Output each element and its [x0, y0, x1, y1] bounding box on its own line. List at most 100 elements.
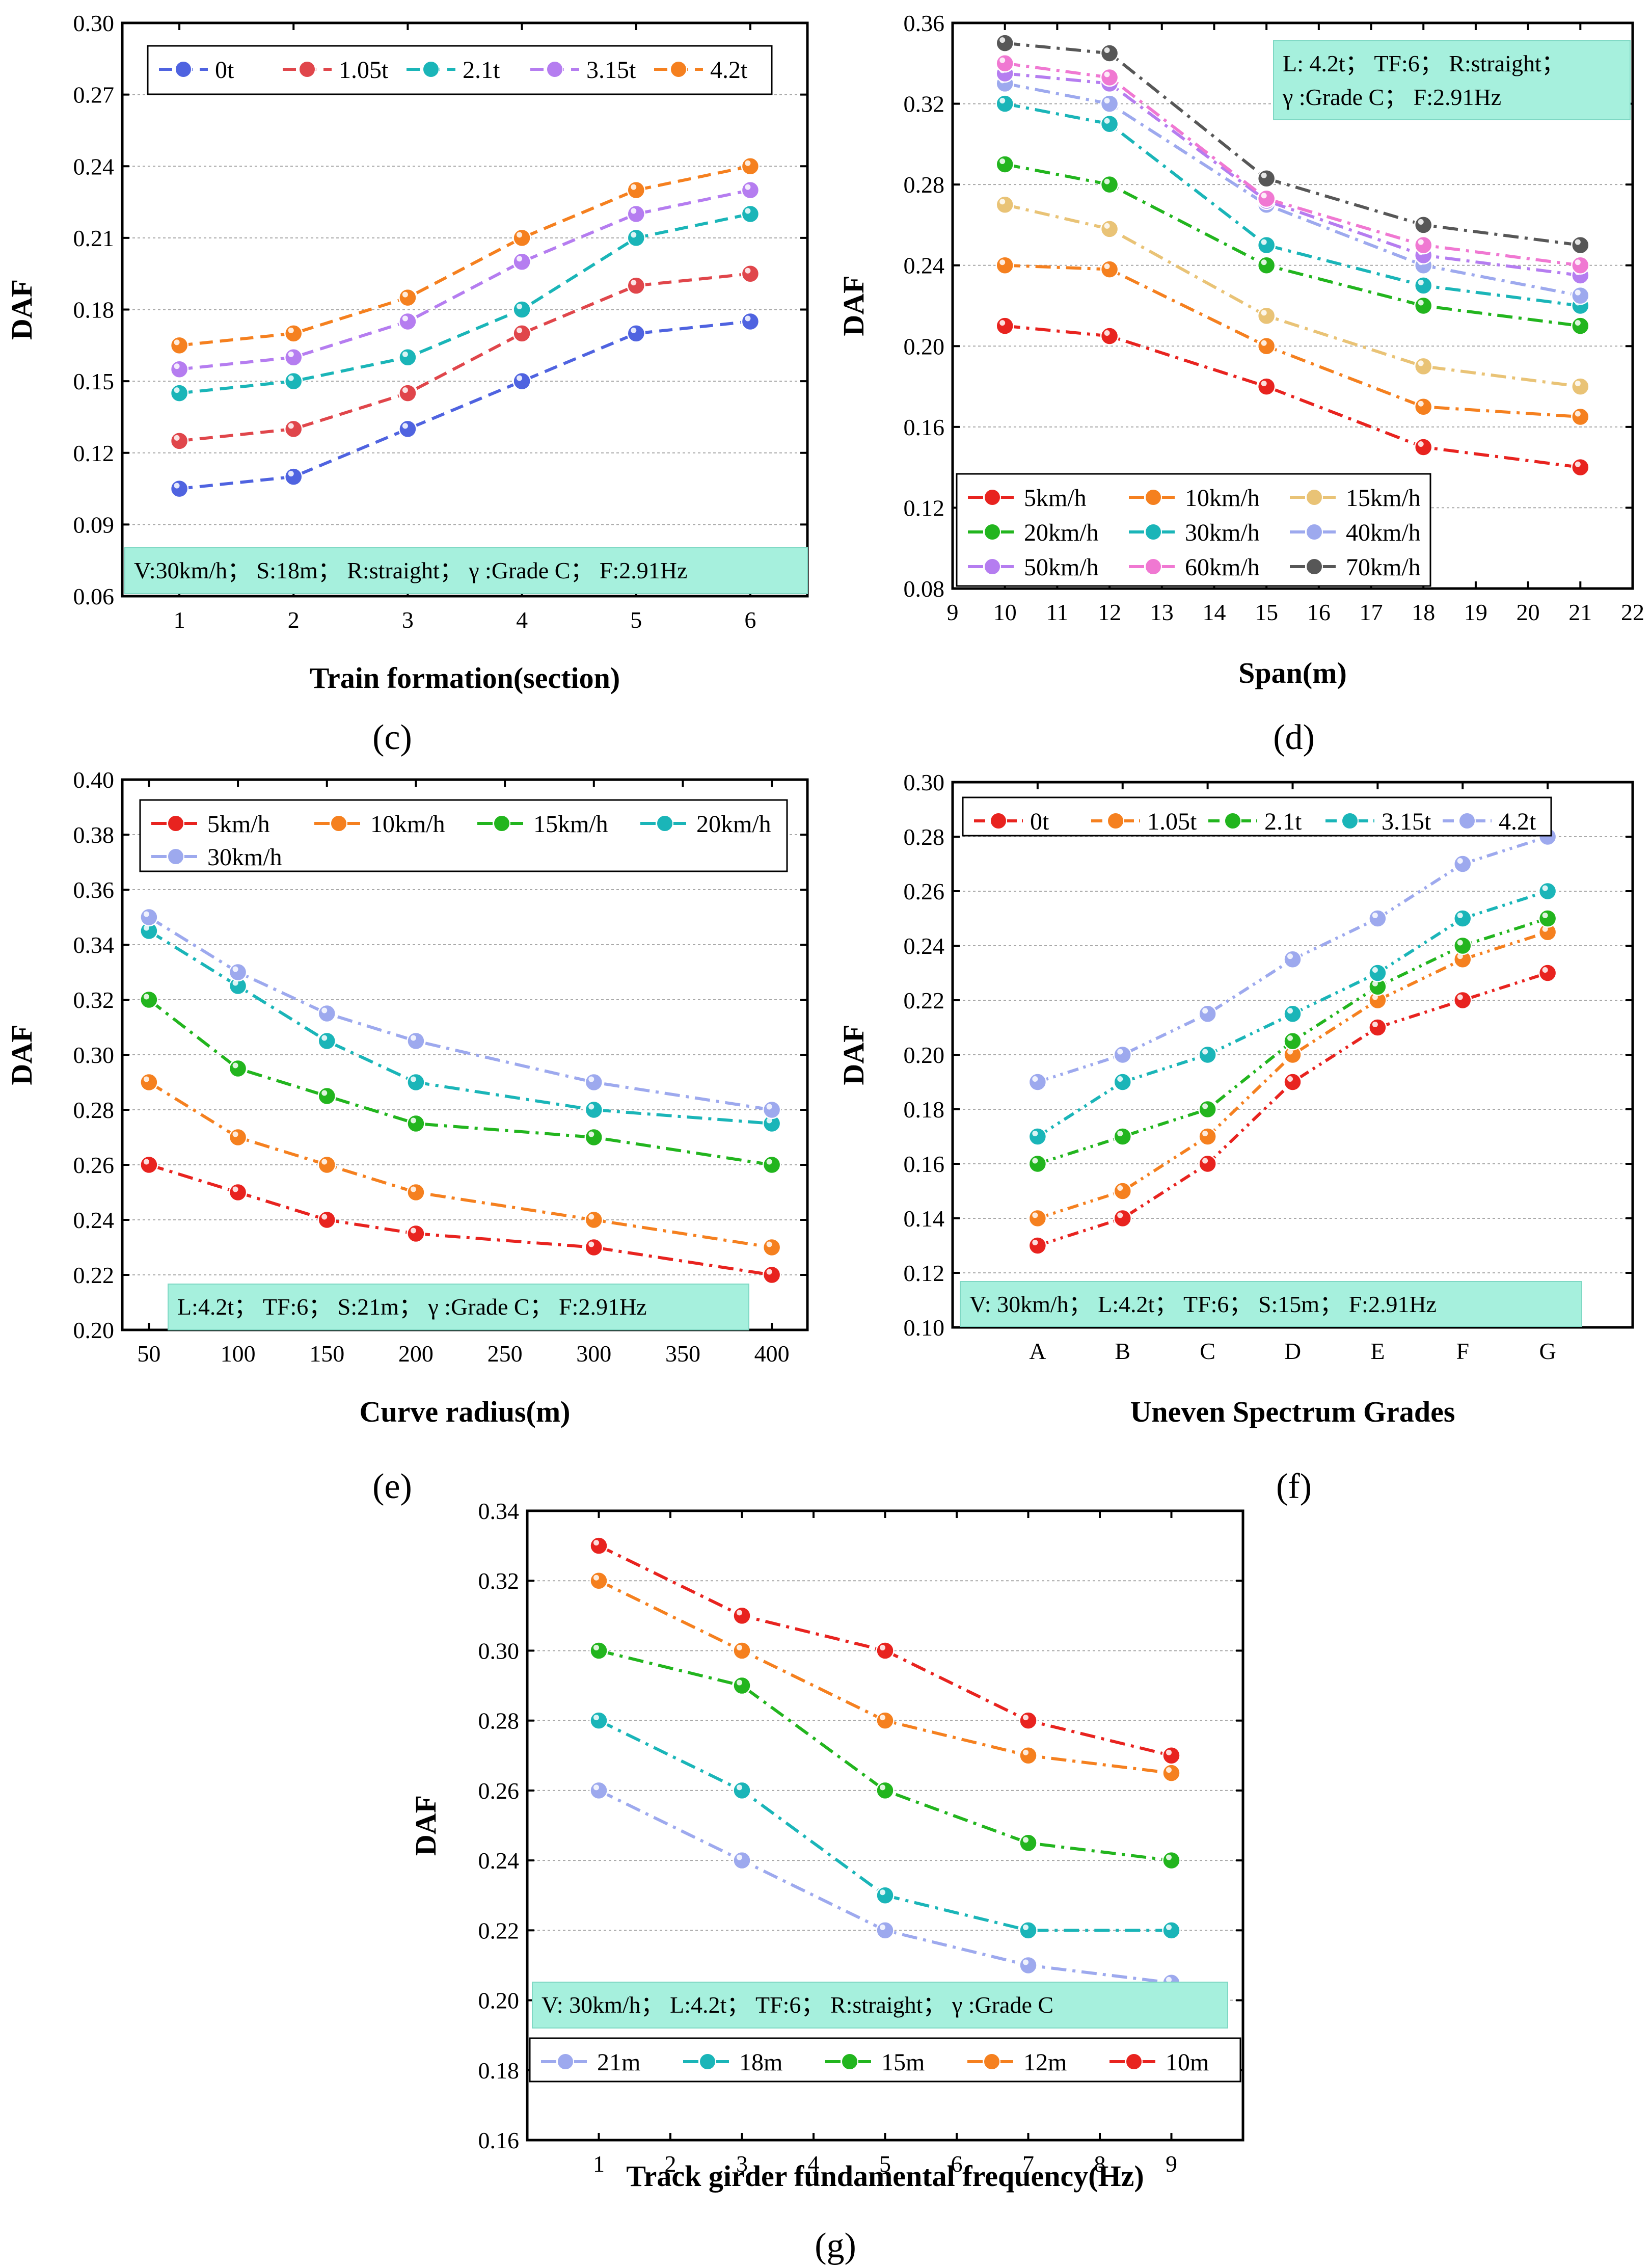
- data-point-highlight: [402, 351, 408, 357]
- panel-label: (c): [372, 718, 412, 757]
- legend-label: 5km/h: [207, 811, 270, 838]
- legend-label: 15km/h: [1346, 485, 1421, 512]
- data-point: [1283, 1073, 1302, 1091]
- legend-label: 4.2t: [710, 57, 748, 84]
- y-tick-label: 0.14: [904, 1206, 945, 1232]
- y-tick-label: 0.24: [73, 1207, 115, 1233]
- legend-marker: [493, 815, 510, 832]
- data-point: [512, 252, 531, 271]
- data-point-highlight: [880, 1924, 885, 1930]
- data-point-highlight: [1575, 289, 1581, 296]
- y-tick-label: 0.26: [478, 1778, 520, 1804]
- data-point-highlight: [1575, 381, 1581, 387]
- x-tick-label: 19: [1464, 599, 1487, 625]
- y-tick-label: 0.10: [904, 1315, 945, 1341]
- data-point-highlight: [1104, 330, 1110, 336]
- data-point-highlight: [745, 160, 751, 166]
- series-line: [179, 212, 751, 395]
- data-point: [876, 1886, 895, 1905]
- condition-annotation: L: 4.2t； TF:6； R:straight；: [1283, 50, 1565, 76]
- data-point: [407, 1031, 425, 1051]
- condition-annotation: γ :Grade C； F:2.91Hz: [1282, 84, 1501, 110]
- data-point: [733, 1781, 751, 1800]
- data-point-highlight: [1104, 263, 1110, 270]
- data-point: [284, 371, 303, 391]
- data-point: [1538, 909, 1557, 928]
- data-point-highlight: [999, 158, 1006, 164]
- legend-marker: [656, 815, 673, 832]
- data-point: [1198, 1154, 1217, 1173]
- data-point-highlight: [410, 1117, 416, 1124]
- data-point: [1019, 1711, 1038, 1730]
- data-point-highlight: [745, 315, 751, 322]
- data-point: [1571, 235, 1590, 255]
- data-point: [140, 1073, 158, 1092]
- data-point-highlight: [1457, 858, 1463, 864]
- x-tick-label: 5: [630, 607, 642, 633]
- y-tick-label: 0.24: [904, 253, 945, 279]
- data-point: [584, 1128, 604, 1147]
- data-point-highlight: [1418, 360, 1424, 366]
- data-point-highlight: [288, 351, 294, 357]
- data-point-highlight: [1032, 1240, 1038, 1245]
- legend-label: 1.05t: [1147, 808, 1197, 835]
- x-tick-label: A: [1029, 1338, 1046, 1364]
- data-point-highlight: [631, 208, 637, 214]
- data-point: [1414, 235, 1433, 255]
- legend-marker: [670, 61, 687, 78]
- data-point-highlight: [1104, 71, 1110, 77]
- data-point: [1283, 950, 1302, 969]
- legend-marker: [983, 2053, 1000, 2070]
- data-point-highlight: [593, 1540, 599, 1546]
- condition-annotation-box: [168, 1284, 749, 1330]
- data-point: [589, 1711, 608, 1730]
- y-tick-label: 0.34: [478, 1498, 520, 1524]
- data-point-highlight: [1166, 1854, 1172, 1860]
- data-point: [1283, 1004, 1302, 1023]
- x-tick-label: 9: [947, 599, 959, 625]
- legend-marker: [1107, 812, 1124, 830]
- legend-label: 10m: [1166, 2049, 1209, 2076]
- data-point-highlight: [1117, 1185, 1123, 1191]
- legend-marker: [175, 61, 192, 78]
- x-tick-label: 11: [1046, 599, 1068, 625]
- x-axis-label: Track girder fundamental frequency(Hz): [626, 2159, 1144, 2193]
- data-point-highlight: [1202, 1103, 1208, 1109]
- data-point: [1100, 175, 1119, 194]
- data-point: [876, 1641, 895, 1660]
- x-tick-label: 1: [174, 607, 185, 633]
- data-point: [1414, 397, 1433, 416]
- data-point: [228, 1183, 248, 1202]
- data-point: [1571, 458, 1590, 477]
- data-point-highlight: [321, 1090, 328, 1096]
- data-point-highlight: [402, 387, 408, 393]
- x-tick-label: 22: [1621, 599, 1644, 625]
- data-point: [1257, 306, 1276, 326]
- x-axis-label: Curve radius(m): [359, 1395, 570, 1428]
- chart-d: 0.08 0.12 0.16 0.20 0.24 0.28 0.32 0.36 9 10 11 12 1…: [837, 10, 1644, 757]
- data-point-highlight: [999, 37, 1006, 43]
- data-point: [170, 360, 189, 379]
- data-point: [584, 1238, 604, 1257]
- data-point: [140, 1155, 158, 1175]
- x-tick-label: 4: [808, 2151, 820, 2177]
- legend-marker: [299, 61, 316, 78]
- data-point-highlight: [1023, 1959, 1029, 1965]
- legend-label: 4.2t: [1499, 808, 1536, 835]
- panel-label: (d): [1273, 718, 1315, 757]
- data-point-highlight: [1117, 1049, 1123, 1055]
- x-tick-label: 2: [288, 607, 300, 633]
- data-point-highlight: [588, 1214, 594, 1220]
- y-tick-label: 0.22: [73, 1262, 115, 1288]
- data-point: [284, 467, 303, 486]
- data-point-highlight: [1418, 279, 1424, 285]
- data-point-highlight: [232, 980, 238, 986]
- data-point-highlight: [1418, 441, 1424, 447]
- series-line: [179, 272, 751, 443]
- data-point-highlight: [143, 1159, 149, 1165]
- data-point: [627, 180, 645, 200]
- data-point-highlight: [631, 232, 637, 238]
- data-point-highlight: [631, 184, 637, 190]
- data-point-highlight: [1457, 940, 1463, 946]
- legend-label: 1.05t: [339, 57, 389, 84]
